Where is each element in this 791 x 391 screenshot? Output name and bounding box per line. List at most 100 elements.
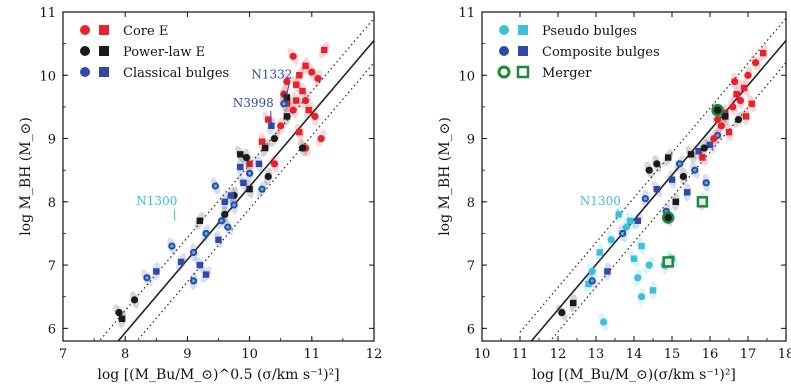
annotation-label: N3998	[233, 96, 274, 110]
legend-circle-marker	[80, 46, 90, 56]
core-e-point	[277, 122, 285, 130]
core-e-point	[296, 129, 303, 136]
legend-square-marker	[99, 25, 109, 35]
x-tick-label: 18	[778, 347, 791, 362]
composite-bulges-point	[695, 147, 702, 155]
core-e-point	[296, 72, 303, 79]
legend-circle-marker	[499, 25, 509, 35]
core-e-point	[760, 49, 767, 57]
power-law-e-point	[237, 151, 244, 158]
legend-circle-marker	[80, 67, 90, 77]
x-tick-label: 17	[740, 347, 757, 362]
x-tick-label: 11	[512, 347, 529, 362]
annotation-leader	[173, 208, 176, 221]
classical-bulges-point-core	[260, 187, 264, 191]
classical-bulges-point-core	[170, 244, 174, 248]
merger-point	[711, 103, 724, 117]
power-law-e-point	[298, 144, 307, 152]
core-e-point	[748, 100, 755, 107]
core-e-point	[301, 96, 310, 105]
x-tick-label: 14	[626, 347, 643, 362]
y-tick-label: 6	[467, 322, 475, 337]
power-law-e-point	[672, 198, 679, 206]
power-law-e-point	[679, 172, 688, 181]
composite-bulges-point	[684, 189, 691, 196]
annotation-leader	[285, 82, 290, 100]
core-e-point	[725, 129, 733, 136]
power-law-e-point	[722, 113, 729, 120]
x-tick-label: 10	[474, 347, 491, 362]
legend-label: Core E	[123, 24, 168, 39]
merger-point	[696, 196, 709, 208]
classical-bulges-point	[202, 271, 210, 278]
core-e-point	[714, 115, 722, 124]
power-law-e-point	[734, 115, 743, 124]
power-law-e-point	[261, 144, 269, 152]
core-e-point	[744, 71, 752, 79]
composite-bulges-point	[706, 141, 714, 149]
power-law-e-point	[115, 308, 123, 317]
y-tick-label: 9	[467, 133, 475, 148]
power-law-e-point	[242, 153, 251, 162]
pseudo-bulges-point	[588, 267, 596, 276]
legend-item: Pseudo bulges	[499, 24, 637, 39]
annotation-leader	[617, 208, 620, 215]
power-law-e-point	[665, 154, 672, 161]
x-tick-label: 16	[702, 347, 719, 362]
core-e-point	[308, 68, 316, 76]
legend-square-marker	[516, 65, 530, 79]
classical-bulges-point	[240, 179, 247, 187]
power-law-e-point	[130, 296, 139, 304]
fit-line	[117, 39, 374, 341]
classical-bulges-point-core	[248, 171, 252, 175]
composite-bulges-point	[604, 268, 611, 275]
classical-bulges-point-core	[232, 203, 236, 207]
x-axis-label: log [(M_Bu/M_⊙)^0.5 (σ/km s⁻¹)²]	[97, 367, 339, 383]
power-law-e-point	[687, 151, 695, 158]
core-e-point	[311, 112, 319, 120]
legend-item: Merger	[497, 65, 592, 81]
classical-bulges-point	[196, 261, 204, 269]
legend-square-marker	[99, 46, 109, 56]
legend-item: Core E	[80, 24, 168, 39]
core-e-point	[270, 160, 279, 168]
axes-frame	[62, 11, 375, 342]
x-tick-label: 13	[588, 347, 605, 362]
classical-bulges-point-core	[213, 184, 217, 188]
legend-item: Composite bulges	[499, 45, 660, 60]
classical-bulges-point	[215, 236, 222, 243]
classical-bulges-point-core	[192, 250, 196, 255]
pseudo-bulges-point	[634, 274, 642, 282]
x-tick-label: 9	[183, 347, 191, 362]
core-e-point	[321, 46, 328, 54]
classical-bulges-point	[237, 163, 244, 171]
axes-frame	[481, 11, 787, 342]
legend-item: Classical bulges	[80, 66, 229, 81]
x-axis-label: log [(M_Bu/M_⊙)(σ/km s⁻¹)²]	[532, 367, 736, 383]
x-tick-label: 15	[664, 347, 681, 362]
legend-circle-marker	[80, 25, 90, 35]
classical-bulges-point-core	[204, 231, 208, 236]
legend-square-marker	[99, 67, 109, 77]
scatter-band-upper	[519, 17, 786, 333]
core-e-point	[258, 138, 266, 145]
legend-circle-marker	[497, 65, 511, 79]
legend-circle-core	[502, 49, 506, 53]
legend-label: Classical bulges	[123, 66, 229, 81]
core-e-point	[293, 81, 300, 88]
core-e-point	[729, 103, 737, 111]
classical-bulges-point	[177, 258, 185, 266]
scatter-band-upper	[99, 17, 374, 341]
y-tick-label: 7	[48, 259, 56, 274]
power-law-e-point	[264, 172, 272, 181]
pseudo-bulges-point	[600, 318, 608, 326]
power-law-e-point	[270, 134, 279, 143]
x-tick-label: 7	[59, 347, 67, 362]
legend-label: Power-law E	[123, 45, 205, 60]
x-tick-label: 11	[304, 347, 321, 362]
power-law-e-point	[196, 217, 204, 224]
scatter-band-lower	[549, 62, 786, 341]
core-e-point	[302, 62, 309, 69]
